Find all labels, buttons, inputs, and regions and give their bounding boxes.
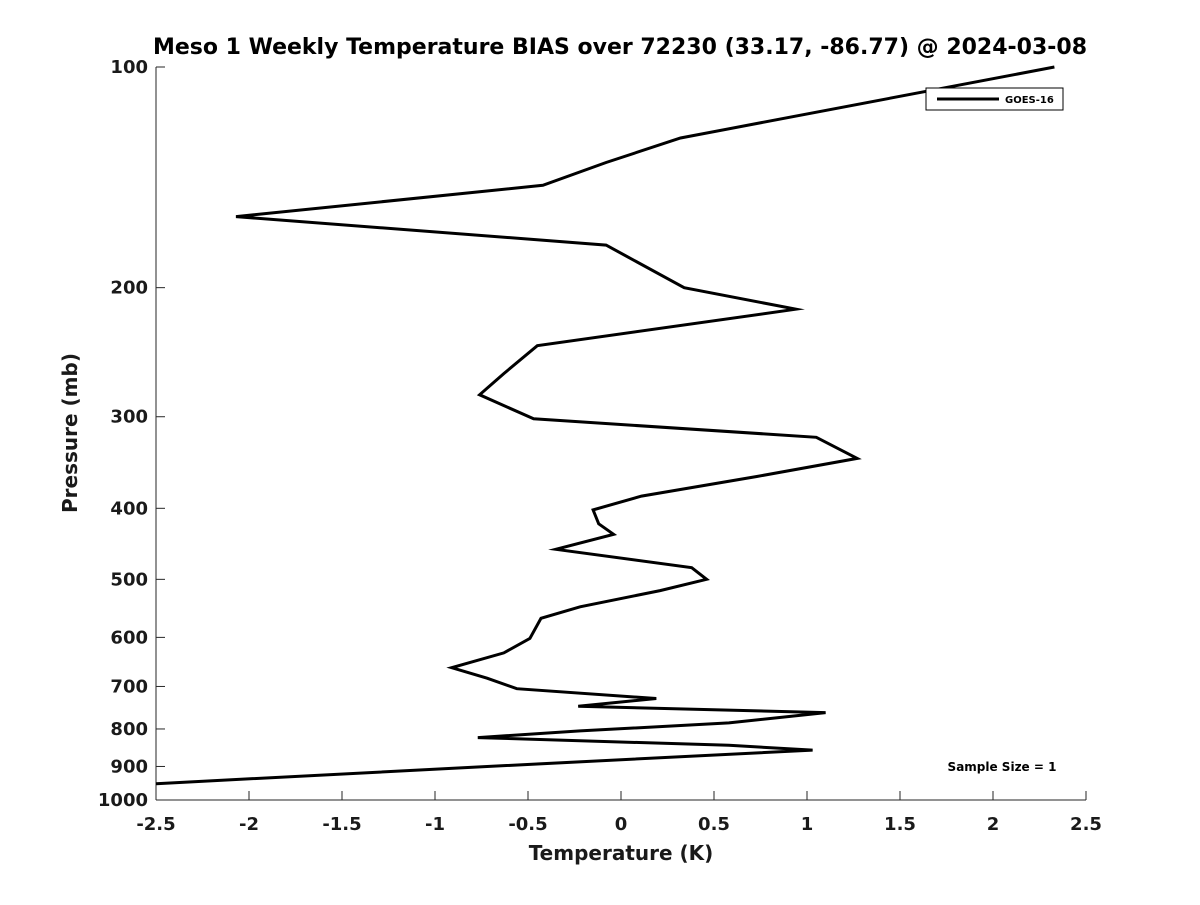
y-tick-label: 600 [110, 627, 148, 648]
y-tick-label: 1000 [98, 790, 148, 811]
plot-area: -2.5 -2 -1.5 -1 -0.5 0 0.5 1 1.5 2 2.5 100 200 300 400… [98, 57, 1102, 835]
x-tick-label: 0.5 [698, 814, 730, 835]
x-tick-label: -2 [239, 814, 259, 835]
series-line-goes-16 [155, 65, 1055, 786]
sample-size-annotation: Sample Size = 1 [948, 760, 1057, 774]
x-tick-label: -2.5 [136, 814, 175, 835]
y-tick-label: 400 [110, 498, 148, 519]
x-tick-label: -0.5 [508, 814, 547, 835]
y-axis-label: Pressure (mb) [58, 353, 82, 513]
x-axis-label: Temperature (K) [529, 841, 714, 865]
x-tick-label: -1 [425, 814, 445, 835]
x-tick-label: 0 [615, 814, 628, 835]
y-tick-label: 900 [110, 756, 148, 777]
y-tick-label: 700 [110, 676, 148, 697]
y-tick-label: 200 [110, 278, 148, 299]
y-tick-label: 300 [110, 407, 148, 428]
x-tick-label: 2.5 [1070, 814, 1102, 835]
legend-label: GOES-16 [1005, 95, 1054, 106]
y-tick-label: 100 [110, 57, 148, 78]
y-tick-label: 500 [110, 569, 148, 590]
chart-title: Meso 1 Weekly Temperature BIAS over 7223… [153, 35, 1087, 60]
legend: GOES-16 [925, 87, 1064, 111]
x-tick-label: 2 [987, 814, 1000, 835]
y-tick-label: 800 [110, 719, 148, 740]
x-tick-label: -1.5 [322, 814, 361, 835]
x-tick-label: 1 [801, 814, 814, 835]
x-tick-label: 1.5 [884, 814, 916, 835]
